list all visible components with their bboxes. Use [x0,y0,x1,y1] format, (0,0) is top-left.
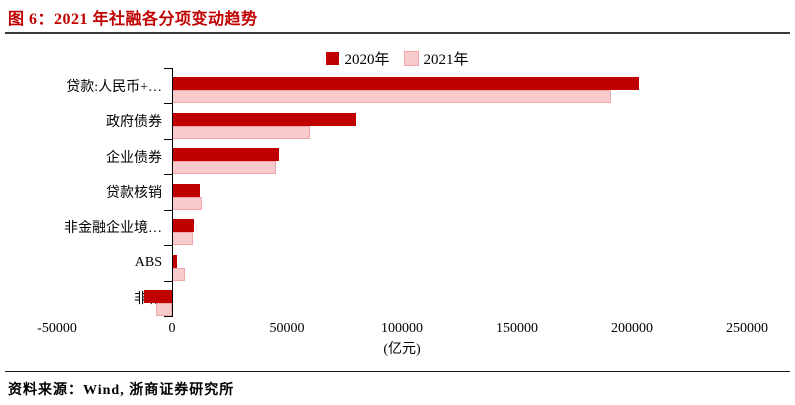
legend-item: 2021年 [403,48,469,69]
legend-label: 2020年 [344,51,390,68]
title-divider [5,32,790,34]
value-tick-label: -50000 [37,321,77,336]
category-label: ABS [134,254,162,270]
value-tick-label: 250000 [726,321,768,336]
category-tick [164,103,172,105]
value-tick-label: 100000 [381,321,423,336]
category-tick [164,138,172,140]
category-tick [164,316,172,317]
plot-area [57,68,747,316]
category-label: 贷款核销 [106,185,162,201]
footer-divider [5,371,790,372]
category-label: 政府债券 [106,115,162,131]
value-tick-label: 0 [168,321,176,336]
bar-2020年 [172,112,356,126]
bar-2020年 [172,148,279,162]
bar-2021年 [172,196,202,210]
bar-2020年 [144,290,172,303]
value-tick-label: 150000 [496,321,538,336]
bar-2020年 [172,77,639,91]
legend-swatch-icon [403,50,419,66]
bar-2020年 [172,219,194,233]
category-label: 贷款:人民币+… [66,79,162,95]
bar-2021年 [172,125,310,139]
category-tick [164,209,172,211]
value-tick-label: 200000 [611,321,653,336]
chart-legend: 2020年 2021年 [0,48,795,69]
bar-2021年 [172,267,185,281]
bar-2020年 [172,183,200,197]
bar-2021年 [155,303,172,316]
category-axis-line [172,68,173,317]
category-tick [164,68,172,69]
bar-2021年 [172,90,612,104]
legend-item: 2020年 [326,48,390,69]
legend-label: 2021年 [423,51,469,68]
value-tick-label: 50000 [269,321,305,336]
source-note: 资料来源：Wind, 浙商证券研究所 [8,383,235,398]
value-axis-unit-label: (亿元) [383,342,421,357]
category-tick [164,174,172,176]
bar-2020年 [172,254,177,268]
legend-swatch-icon [326,51,340,65]
bar-2021年 [172,161,276,175]
category-label: 非金融企业境… [64,221,162,237]
category-tick [164,245,172,247]
category-tick [164,280,172,282]
category-label: 企业债券 [106,150,162,166]
bar-2021年 [172,232,193,246]
figure-title: 图 6：2021 年社融各分项变动趋势 [8,11,258,28]
